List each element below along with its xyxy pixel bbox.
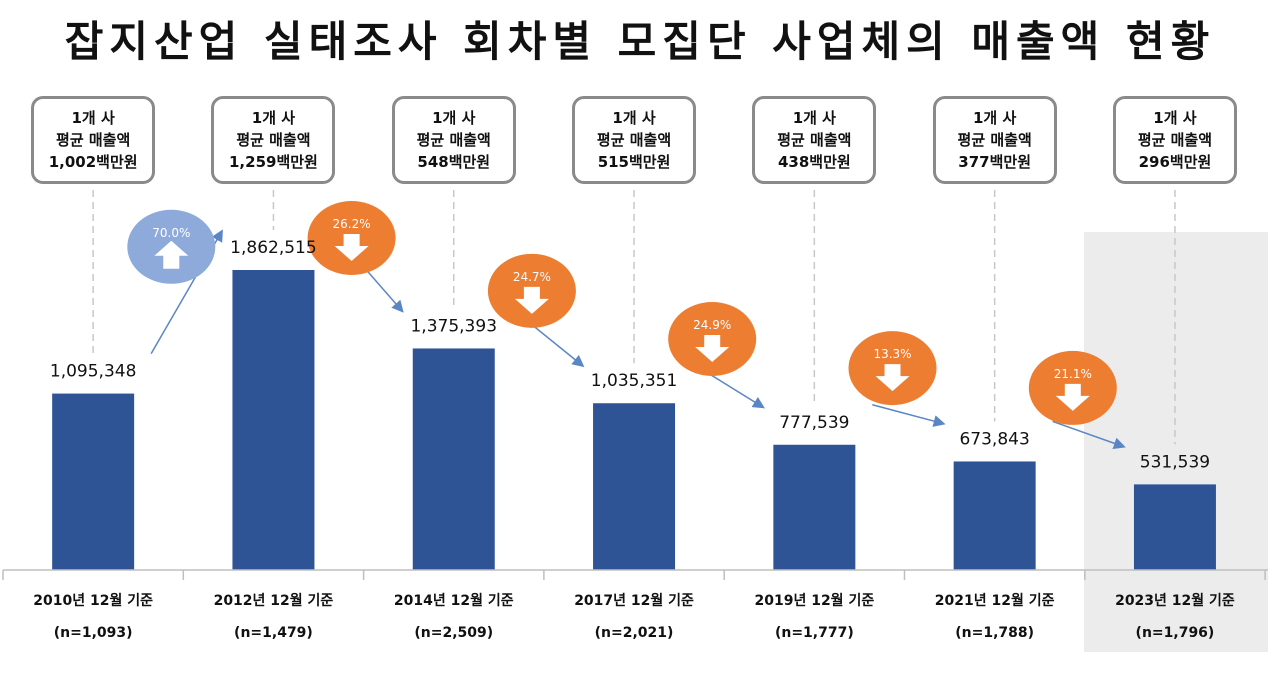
bar-value-label: 1,095,348 [50,362,137,382]
change-badge-label: 24.9% [693,318,731,332]
callout-line: 평균 매출액 [957,131,1032,149]
callout-line: 평균 매출액 [1137,131,1213,149]
bar-value-label: 531,539 [1140,452,1210,472]
x-tick-label: 2021년 12월 기준 [935,592,1055,609]
bar [412,348,495,570]
arrow-down-icon [334,234,369,261]
callout-line: 평균 매출액 [416,131,491,149]
sample-size-label: (n=1,093) [54,625,133,641]
callout-line: 515백만원 [597,153,671,171]
sample-size-label: (n=2,509) [414,625,493,641]
bar-value-label: 1,375,393 [410,316,497,336]
callout-line: 평균 매출액 [777,131,852,149]
callout-line: 평균 매출액 [236,131,311,149]
x-tick-label: 2023년 12월 기준 [1115,592,1235,609]
arrow-down-icon [1055,383,1090,411]
trend-arrow [1052,420,1126,450]
callout-line: 1개 사 [792,109,836,127]
x-tick-label: 2010년 12월 기준 [33,592,153,609]
trend-arrow [872,404,946,427]
x-tick-label: 2014년 12월 기준 [394,592,514,609]
sample-size-label: (n=1,796) [1136,625,1215,641]
arrow-down-icon [695,334,730,362]
callout-line: 1개 사 [612,109,656,127]
callout-line: 평균 매출액 [56,131,131,149]
bar-value-label: 673,843 [959,429,1029,449]
change-badge-label: 13.3% [873,347,911,361]
callout-line: 1개 사 [251,109,296,127]
change-badge-label: 24.7% [513,270,551,284]
callout-line: 1,259백만원 [229,153,318,171]
change-badge-label: 26.2% [333,217,371,231]
callout-line: 1개 사 [973,109,1017,127]
bar-value-label: 1,862,515 [230,238,317,258]
callout-line: 548백만원 [417,153,491,171]
bar-value-label: 777,539 [779,413,849,433]
sample-size-label: (n=1,777) [775,625,854,641]
bar-value-label: 1,035,351 [591,371,678,391]
bar [593,403,676,570]
callout-line: 438백만원 [777,153,851,171]
callout-line: 1개 사 [432,109,476,127]
chart-title: 잡지산업 실태조사 회차별 모집단 사업체의 매출액 현황 [64,17,1216,66]
bar [232,270,315,570]
x-tick-label: 2019년 12월 기준 [754,592,874,609]
bar [1133,484,1216,570]
sample-size-label: (n=1,479) [234,625,313,641]
x-tick-label: 2017년 12월 기준 [574,592,694,609]
callout-line: 1개 사 [1153,109,1197,127]
arrow-down-icon [875,364,910,392]
sample-size-label: (n=1,788) [955,625,1034,641]
bar [52,393,135,570]
bar [773,444,856,570]
callout-line: 평균 매출액 [596,131,672,149]
sample-size-label: (n=2,021) [595,625,674,641]
arrow-up-icon [154,240,189,269]
callout-line: 1,002백만원 [48,153,138,171]
bar [953,461,1036,570]
callout-line: 1개 사 [71,109,115,127]
x-tick-label: 2012년 12월 기준 [214,592,334,609]
callout-line: 296백만원 [1138,153,1212,171]
callout-line: 377백만원 [958,153,1031,171]
change-badge-label: 21.1% [1054,367,1092,381]
change-badge-label: 70.0% [152,226,190,240]
arrow-down-icon [514,286,549,314]
